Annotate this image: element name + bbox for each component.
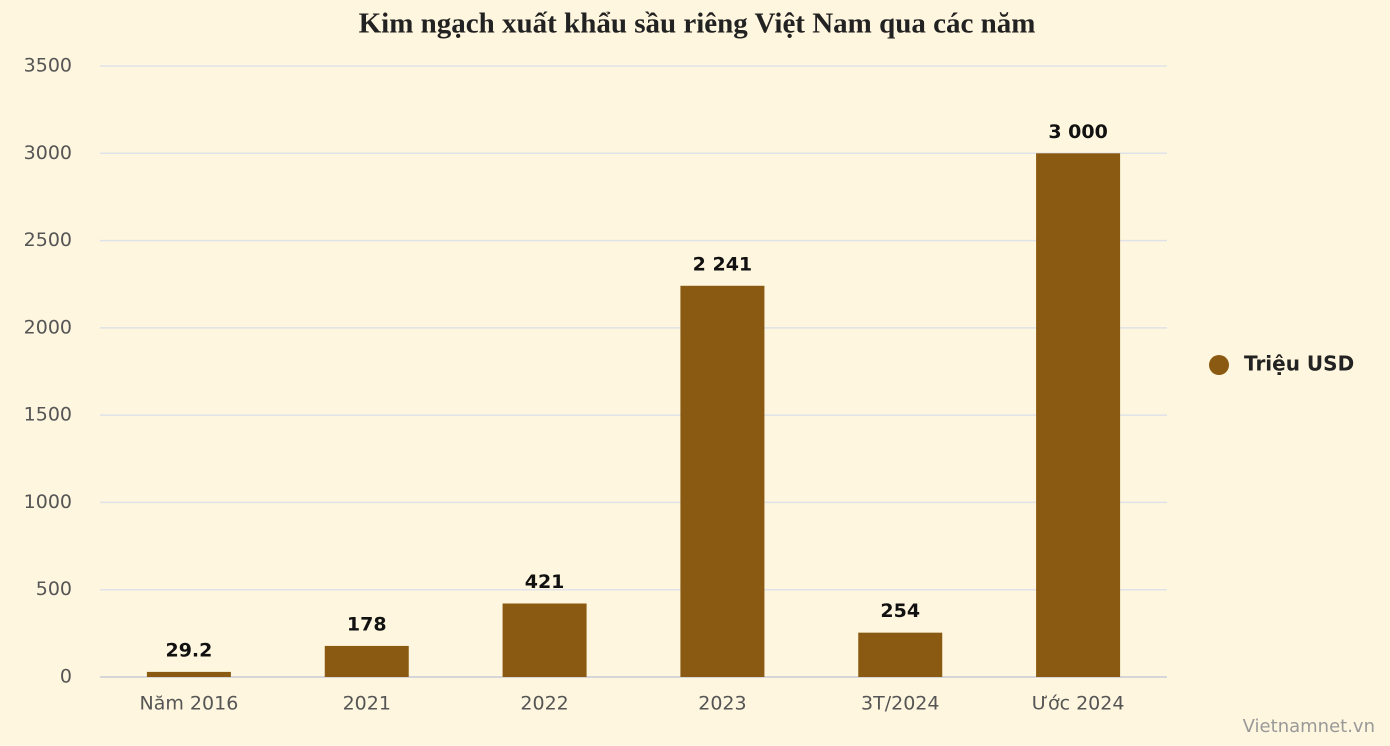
- y-tick-label: 500: [36, 578, 72, 600]
- y-tick-label: 1500: [24, 404, 72, 426]
- bar: [146, 671, 231, 677]
- value-label: 178: [347, 613, 387, 635]
- x-tick-label: 2023: [698, 693, 746, 715]
- x-tick-label: 3T/2024: [861, 693, 939, 715]
- chart-title: Kim ngạch xuất khẩu sầu riêng Việt Nam q…: [359, 8, 1036, 40]
- x-tick-label: Năm 2016: [140, 693, 239, 715]
- value-label: 254: [880, 600, 920, 622]
- y-tick-label: 0: [60, 666, 72, 688]
- value-label: 29.2: [165, 639, 212, 661]
- y-tick-label: 1000: [24, 491, 72, 513]
- x-tick-label: 2021: [343, 693, 391, 715]
- value-label: 2 241: [693, 253, 753, 275]
- bar: [1036, 153, 1121, 678]
- legend-label: Triệu USD: [1244, 352, 1354, 376]
- y-tick-label: 2000: [24, 316, 72, 338]
- value-label: 3 000: [1048, 121, 1108, 143]
- bar: [858, 632, 943, 677]
- bar: [680, 285, 765, 677]
- legend-marker: [1209, 355, 1229, 375]
- source-credit: Vietnamnet.vn: [1243, 716, 1375, 737]
- x-tick-label: Ước 2024: [1032, 693, 1125, 715]
- y-tick-label: 2500: [24, 229, 72, 251]
- bar: [324, 645, 409, 677]
- y-tick-label: 3000: [24, 142, 72, 164]
- value-label: 421: [525, 571, 565, 593]
- x-tick-label: 2022: [520, 693, 568, 715]
- bar: [502, 603, 587, 677]
- y-tick-label: 3500: [24, 55, 72, 77]
